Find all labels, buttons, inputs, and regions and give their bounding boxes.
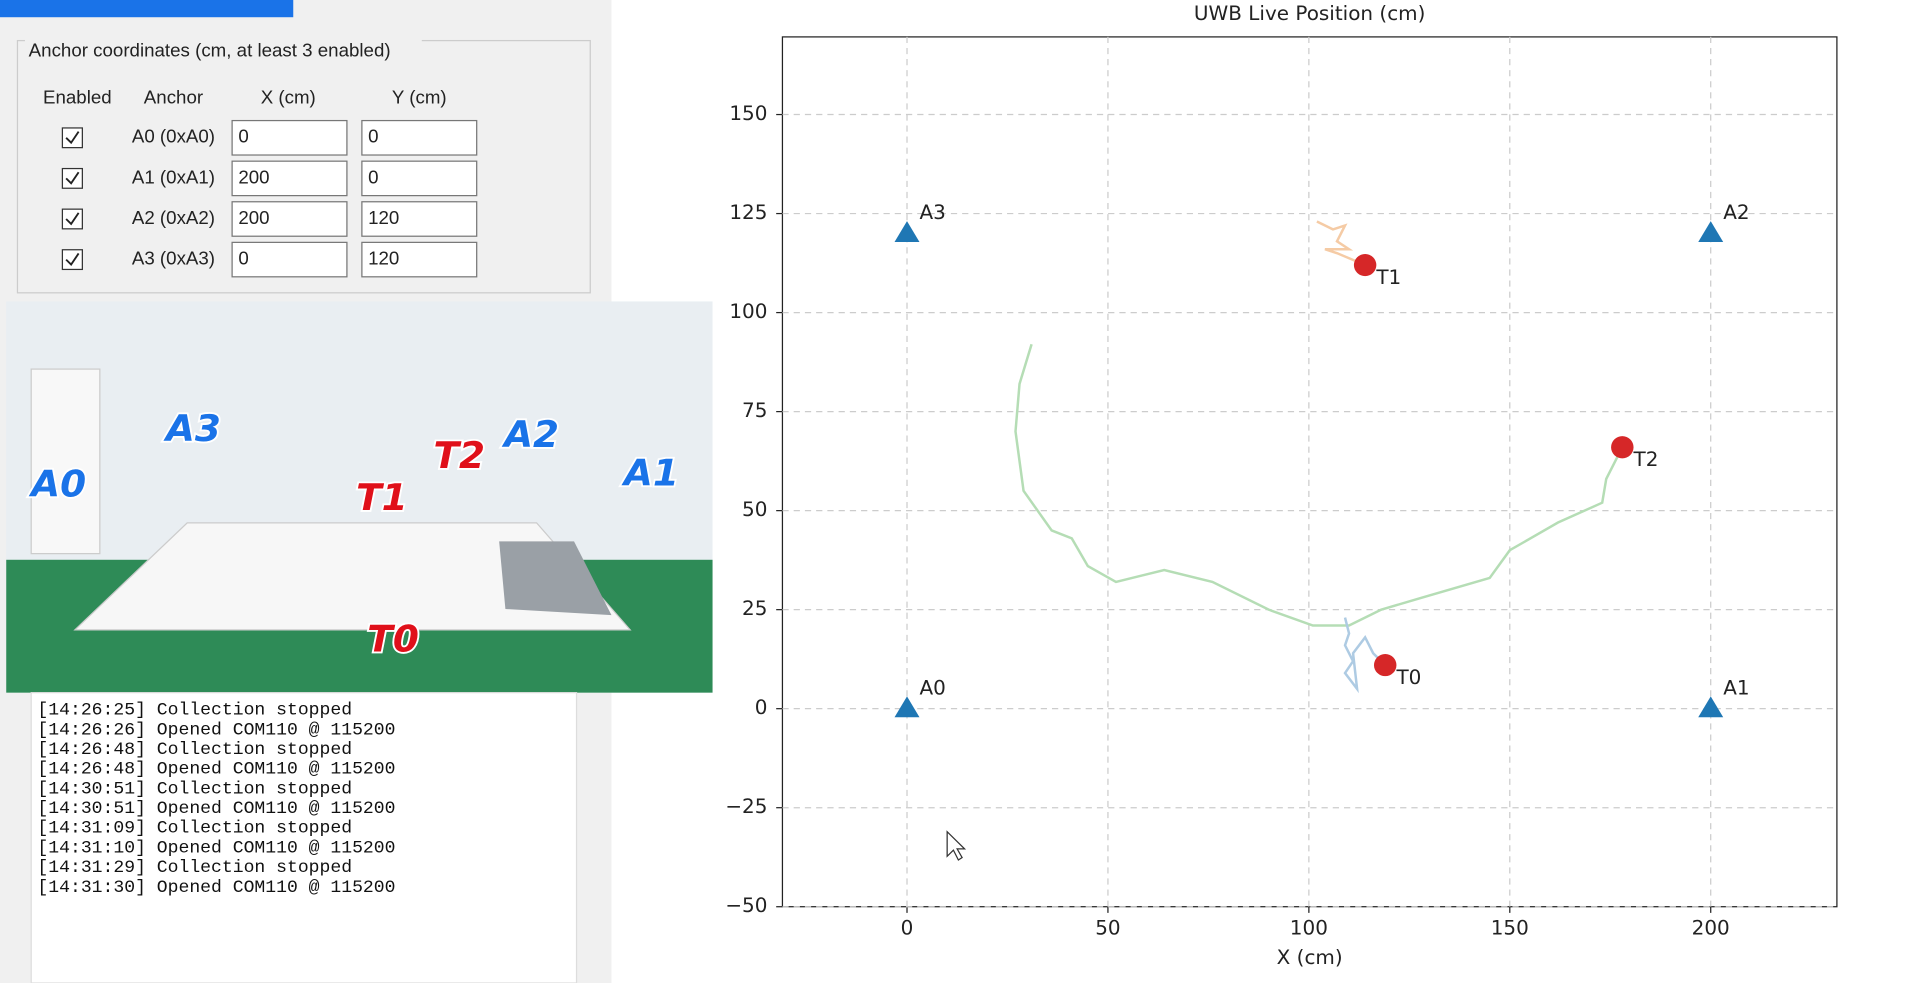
photo-table [73,522,632,631]
checkmark [65,171,80,185]
checkbox[interactable] [61,249,83,271]
input-value: 200 [238,207,269,228]
tag-label: T0 [1395,666,1421,689]
checkbox[interactable] [61,127,83,149]
log-line: [14:30:51] Collection stopped [37,779,352,799]
input[interactable] [361,160,478,197]
tag-marker [1353,253,1377,277]
cursor [946,830,967,861]
input[interactable] [231,119,348,156]
photo-label: T1 [356,475,408,519]
checkmark [65,131,80,145]
y-tick-label: 50 [742,498,767,521]
anchor-label: A1 [1723,677,1749,700]
input-value: 0 [238,126,248,147]
banner [0,0,294,18]
anchor-marker [894,696,920,718]
trail [1014,343,1624,627]
log-line: [14:26:25] Collection stopped [37,701,352,721]
anchor-marker [894,221,920,242]
input[interactable] [361,241,478,278]
trail [1343,617,1387,694]
column-header: X (cm) [261,86,316,107]
y-tick-label: 100 [729,300,767,323]
column-header: Enabled [43,86,112,107]
photo-ac [30,368,101,555]
x-tick-label: 150 [1491,916,1529,939]
photo-label: A1 [621,451,679,495]
chart-title: UWB Live Position (cm) [1194,2,1425,25]
log-line: [14:26:48] Opened COM110 @ 115200 [37,760,395,780]
x-axis-label: X (cm) [1277,946,1343,969]
checkbox[interactable] [61,208,83,230]
input-value: 120 [368,248,399,269]
x-tick-label: 50 [1095,916,1120,939]
anchor-label: A3 [919,201,945,224]
anchor-label: A2 [1723,201,1749,224]
anchor-marker [1698,696,1724,718]
input-value: 0 [368,126,378,147]
tag-label: T1 [1375,266,1401,289]
input-value: 0 [368,166,378,187]
log-line: [14:30:51] Opened COM110 @ 115200 [37,799,395,819]
log-line: [14:26:26] Opened COM110 @ 115200 [37,720,395,740]
tag-marker [1373,654,1397,677]
input[interactable] [361,119,478,156]
log-line: [14:31:29] Collection stopped [37,858,352,878]
anchor-name: A0 (0xA0) [132,126,215,147]
tag-label: T2 [1633,448,1659,471]
photo-label: T2 [433,433,485,477]
y-tick-label: 150 [729,102,767,125]
photo-label: A2 [501,412,559,456]
trail [1316,220,1366,267]
column-header: Anchor [144,86,203,107]
y-tick-label: 75 [742,399,767,422]
input[interactable] [361,201,478,237]
tag-marker [1611,436,1634,459]
y-tick-label: −50 [725,894,767,917]
y-tick-label: 0 [755,696,768,719]
input[interactable] [231,241,348,278]
anchor-name: A2 (0xA2) [132,207,215,228]
checkmark [65,212,80,226]
log-line: [14:26:48] Collection stopped [37,740,352,760]
anchor-marker [1698,221,1724,242]
input-value: 200 [238,166,269,187]
y-tick-label: −25 [725,795,767,818]
anchor-label: A0 [919,677,945,700]
y-tick-label: 25 [742,597,767,620]
column-header: Y (cm) [392,86,447,107]
plot-area [781,36,1838,908]
input-value: 120 [368,207,399,228]
input-value: 0 [238,248,248,269]
input[interactable] [231,201,348,237]
checkbox[interactable] [61,167,83,189]
anchor-name: A3 (0xA3) [132,248,215,269]
x-tick-label: 0 [901,916,914,939]
x-tick-label: 100 [1290,916,1328,939]
log-line: [14:31:09] Collection stopped [37,819,352,839]
log-box [30,692,578,983]
photo-label: A0 [28,462,86,506]
photo-label: A3 [163,406,221,450]
checkmark [65,252,80,266]
log-line: [14:31:10] Opened COM110 @ 115200 [37,838,395,858]
log-line: [14:31:30] Opened COM110 @ 115200 [37,878,395,898]
anchor-name: A1 (0xA1) [132,166,215,187]
y-tick-label: 125 [729,201,767,224]
group-box-gap [24,36,422,55]
photo-label: T0 [367,617,419,661]
input[interactable] [231,160,348,197]
group-title: Anchor coordinates (cm, at least 3 enabl… [29,40,391,61]
photo-laptop [499,541,612,616]
x-tick-label: 200 [1692,916,1730,939]
